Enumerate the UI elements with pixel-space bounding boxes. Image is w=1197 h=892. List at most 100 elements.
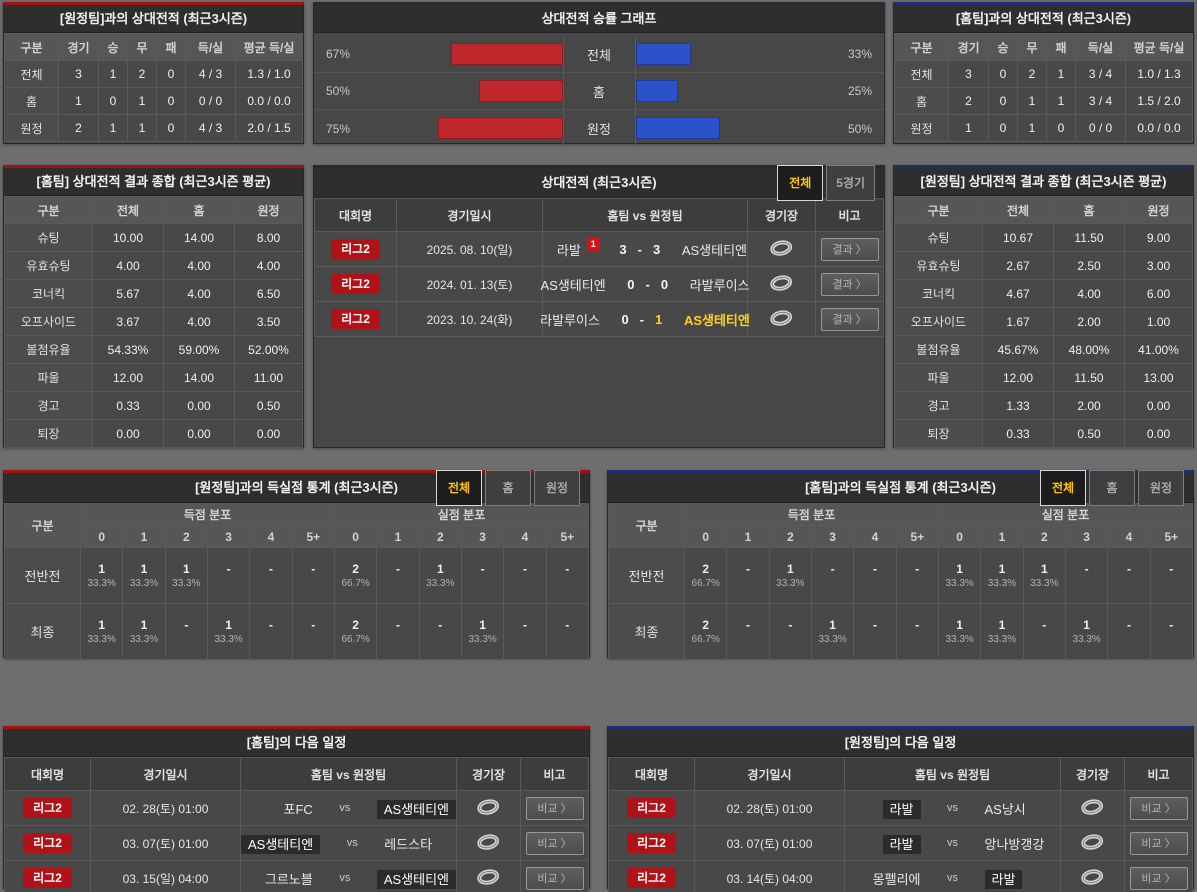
cell: 13.00 bbox=[1124, 363, 1193, 392]
goal-stat-cell: - bbox=[1064, 547, 1109, 604]
tab-home[interactable]: 홈 bbox=[485, 469, 531, 506]
cell: 10.67 bbox=[982, 223, 1054, 252]
schedule-row: 리그2 02. 28(토) 01:00 포FC vs AS생테티엔 비교 〉 bbox=[4, 790, 589, 826]
cell: 54.33% bbox=[92, 335, 164, 364]
goal-stat-cell: - bbox=[810, 547, 855, 604]
column-header: 2 bbox=[768, 525, 812, 548]
tab-away[interactable]: 원정 bbox=[1138, 469, 1184, 506]
home-team-name: 라발 bbox=[845, 799, 927, 819]
column-header: 1 bbox=[122, 525, 166, 548]
cell: 4 / 3 bbox=[185, 60, 236, 88]
compare-button[interactable]: 비교 〉 bbox=[525, 831, 584, 855]
result-button[interactable]: 결과 〉 bbox=[820, 307, 879, 331]
table-row: 유효슈팅 2.67 2.50 3.00 bbox=[894, 251, 1193, 280]
goal-stat-cell: 1 33.3% bbox=[810, 603, 855, 660]
goal-stat-cell: 1 33.3% bbox=[1064, 603, 1109, 660]
stadium-icon[interactable] bbox=[1079, 831, 1105, 854]
cell: 14.00 bbox=[163, 363, 235, 392]
match-date: 2025. 08. 10(일) bbox=[396, 231, 543, 267]
stadium-icon[interactable] bbox=[1079, 866, 1105, 889]
cell: 0.0 / 0.0 bbox=[235, 87, 303, 115]
compare-button[interactable]: 비교 〉 bbox=[525, 866, 584, 890]
cell: 0 bbox=[988, 87, 1018, 115]
cell: 0.00 bbox=[234, 419, 303, 448]
cell: 59.00% bbox=[163, 335, 235, 364]
goal-stat-cell: - bbox=[895, 547, 939, 604]
column-header: 홈팀 vs 원정팀 bbox=[240, 757, 457, 791]
cell: 2.67 bbox=[982, 251, 1054, 280]
cell: 4.00 bbox=[163, 307, 235, 336]
cell: 41.00% bbox=[1124, 335, 1193, 364]
goal-stat-cell: - bbox=[1107, 547, 1151, 604]
compare-button[interactable]: 비교 〉 bbox=[1129, 796, 1188, 820]
tab-5games[interactable]: 5경기 bbox=[826, 164, 875, 201]
match-teams: 라발 vs 앙나방갱강 bbox=[845, 834, 1060, 854]
column-header: 구분 bbox=[894, 33, 949, 61]
panel-home-goal-stats: [홈팀]과의 득실점 통계 (최근3시즌) 전체 홈 원정 구분 득점 분포 실점 … bbox=[607, 469, 1194, 660]
cell: 4.00 bbox=[163, 279, 235, 308]
column-header: 득/실 bbox=[185, 33, 236, 61]
subheader-row: 0 1 2 3 4 5+ 0 1 2 3 4 5+ bbox=[5, 525, 590, 548]
result-button[interactable]: 결과 〉 bbox=[820, 272, 879, 296]
cell: 2.00 bbox=[1053, 307, 1125, 336]
stadium-icon[interactable] bbox=[475, 866, 501, 889]
column-header: 대회명 bbox=[608, 757, 695, 791]
vs-label: vs bbox=[339, 872, 351, 884]
tab-away[interactable]: 원정 bbox=[534, 469, 580, 506]
table-row: 파울 12.00 14.00 11.00 bbox=[4, 363, 303, 392]
table-row: 코너킥 5.67 4.00 6.50 bbox=[4, 279, 303, 308]
goal-stat-row: 최종 2 66.7% - -1 33.3% - -1 33.3% 1 33.3% -1 33.3% - - bbox=[608, 603, 1194, 660]
goal-stat-cell: - bbox=[206, 547, 251, 604]
home-team-name: 라발루이스 bbox=[540, 312, 600, 328]
goals-against-group-header: 실점 분포 bbox=[937, 503, 1194, 526]
column-header: 경기 bbox=[58, 33, 99, 61]
column-header: 대회명 bbox=[314, 198, 397, 232]
row-label: 코너킥 bbox=[4, 279, 93, 308]
home-team-name: 몽펠리에 bbox=[872, 871, 921, 887]
away-team-name: AS생테티엔 bbox=[371, 869, 456, 889]
result-button[interactable]: 결과 〉 bbox=[820, 237, 879, 261]
tab-all[interactable]: 전체 bbox=[777, 164, 824, 201]
column-header: 평균 득/실 bbox=[235, 33, 303, 61]
group-header-row: 구분 득점 분포 실점 분포 bbox=[608, 503, 1194, 548]
stadium-icon[interactable] bbox=[768, 307, 794, 330]
compare-button[interactable]: 비교 〉 bbox=[525, 796, 584, 820]
tab-all[interactable]: 전체 bbox=[436, 469, 482, 506]
column-header: 전체 bbox=[92, 196, 164, 224]
stadium-icon[interactable] bbox=[768, 272, 794, 295]
panel-home-summary: [홈팀] 상대전적 결과 종합 (최근3시즌 평균) 구분 전체 홈 원정 슈팅 10… bbox=[3, 165, 304, 448]
compare-button[interactable]: 비교 〉 bbox=[1129, 866, 1188, 890]
subheader-row: 0 1 2 3 4 5+ 0 1 2 3 4 5+ bbox=[609, 525, 1194, 548]
column-header: 0 bbox=[937, 525, 982, 548]
cell: 4.00 bbox=[163, 251, 235, 280]
column-header: 비고 bbox=[520, 757, 589, 791]
table-row: 전체 3 1 2 0 4 / 3 1.3 / 1.0 bbox=[4, 60, 303, 88]
cell: 4.00 bbox=[234, 251, 303, 280]
row-label: 코너킥 bbox=[894, 279, 983, 308]
stadium-icon[interactable] bbox=[475, 831, 501, 854]
tab-all[interactable]: 전체 bbox=[1040, 469, 1086, 506]
table-row: 경고 1.33 2.00 0.00 bbox=[894, 391, 1193, 420]
cell: 1 bbox=[1046, 60, 1076, 88]
column-header: 5+ bbox=[545, 525, 590, 548]
away-summary-table: 구분 전체 홈 원정 슈팅 10.67 11.50 9.00 유효슈팅 2.67 2.… bbox=[894, 196, 1193, 448]
goal-stat-cell: 1 33.3% bbox=[79, 547, 124, 604]
header-row: 구분 전체 홈 원정 bbox=[894, 196, 1193, 224]
stadium-icon[interactable] bbox=[768, 237, 794, 260]
panel-away-summary: [원정팀] 상대전적 결과 종합 (최근3시즌 평균) 구분 전체 홈 원정 슈팅 1… bbox=[893, 165, 1194, 448]
column-header: 3 bbox=[460, 525, 505, 548]
row-label: 퇴장 bbox=[894, 419, 983, 448]
goal-stat-cell: - bbox=[503, 603, 547, 660]
cell: 4.00 bbox=[1053, 279, 1125, 308]
header-row: 대회명 경기일시 홈팀 vs 원정팀 경기장 비고 bbox=[608, 757, 1193, 791]
cell: 2.50 bbox=[1053, 251, 1125, 280]
stadium-icon[interactable] bbox=[475, 796, 501, 819]
chevron-right-icon: 〉 bbox=[560, 837, 572, 850]
cell: 9.00 bbox=[1124, 223, 1193, 252]
column-header: 2 bbox=[1022, 525, 1066, 548]
tab-home[interactable]: 홈 bbox=[1089, 469, 1135, 506]
row-label: 전체 bbox=[894, 60, 949, 88]
stadium-icon[interactable] bbox=[1079, 796, 1105, 819]
compare-button[interactable]: 비교 〉 bbox=[1129, 831, 1188, 855]
panel-win-rate-chart: 상대전적 승률 그래프 67% 전체 33% 50% 홈 bbox=[313, 2, 885, 147]
